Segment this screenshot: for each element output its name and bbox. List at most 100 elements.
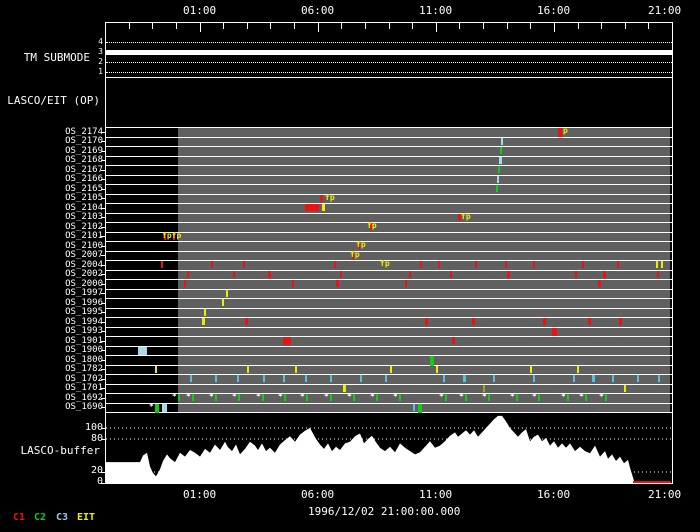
os-mark <box>465 394 467 401</box>
hour-tick <box>129 23 130 29</box>
os-row-label: OS_2101 <box>0 232 103 241</box>
hour-tick <box>341 23 342 29</box>
hour-tick <box>625 23 626 29</box>
os-mark <box>420 261 422 268</box>
os-mark <box>306 394 308 401</box>
hour-tick <box>554 23 555 32</box>
hour-tick <box>247 23 248 29</box>
os-row-label: OS_2105 <box>0 194 103 203</box>
os-mark <box>385 375 387 382</box>
bottom-hour-label: 16:00 <box>537 488 570 501</box>
os-row-line <box>105 156 672 157</box>
os-mark <box>598 280 601 287</box>
os-mark <box>552 328 557 336</box>
os-mark-label: fp <box>350 251 360 259</box>
os-mark <box>425 318 428 325</box>
os-mark <box>343 385 346 392</box>
os-mark <box>438 261 440 268</box>
hour-tick <box>672 23 673 32</box>
os-mark <box>543 318 546 325</box>
os-mark <box>656 261 658 268</box>
os-mark-star: * <box>459 393 464 401</box>
os-mark <box>155 366 157 373</box>
os-row-line <box>105 241 672 242</box>
os-mark <box>322 204 325 211</box>
os-mark <box>657 271 659 278</box>
os-mark <box>192 394 194 401</box>
hour-tick <box>436 23 437 32</box>
os-mark <box>530 366 532 373</box>
os-mark <box>184 280 186 287</box>
buffer-tick <box>101 428 105 429</box>
os-row-line <box>105 222 672 223</box>
os-mark-label: * <box>149 403 154 411</box>
os-mark <box>588 318 591 325</box>
top-hour-label: 01:00 <box>183 4 216 17</box>
os-mark <box>268 271 271 278</box>
os-mark <box>538 394 540 401</box>
os-row-line <box>105 289 672 290</box>
os-mark-star: * <box>482 393 487 401</box>
hour-tick <box>530 23 531 29</box>
os-mark-star: * <box>232 393 237 401</box>
os-mark <box>204 309 206 316</box>
os-row-line <box>105 184 672 185</box>
os-mark <box>475 261 477 268</box>
os-row-label: OS_1995 <box>0 308 103 317</box>
os-row-line <box>105 279 672 280</box>
os-row-line <box>105 384 672 385</box>
os-mark <box>202 318 205 325</box>
os-mark <box>413 404 415 411</box>
buffer-tick <box>101 472 105 473</box>
os-row-line <box>105 365 672 366</box>
os-mark <box>498 166 500 173</box>
os-mark-star: * <box>532 393 537 401</box>
hour-tick <box>459 23 460 29</box>
os-mark <box>436 366 438 373</box>
buffer-tick-label: 80 <box>0 434 103 444</box>
os-mark-star: * <box>599 393 604 401</box>
os-mark <box>226 290 228 297</box>
os-mark <box>360 375 362 382</box>
buffer-tick <box>101 483 105 484</box>
os-mark-star: * <box>579 393 584 401</box>
hour-tick <box>601 23 602 29</box>
os-row-line <box>105 194 672 195</box>
os-mark-label: fp <box>325 194 335 202</box>
os-mark <box>496 185 498 192</box>
hour-tick <box>318 23 319 32</box>
os-mark <box>409 271 411 278</box>
os-mark <box>305 375 307 382</box>
os-mark <box>472 318 475 325</box>
os-mark <box>501 138 503 145</box>
buffer-tick <box>101 439 105 440</box>
legend-item-c2: C2 <box>34 512 46 523</box>
hour-tick <box>578 23 579 29</box>
os-mark-star: * <box>510 393 515 401</box>
os-row-line <box>105 270 672 271</box>
submode-tick-label: 1 <box>0 68 103 76</box>
hour-tick <box>389 23 390 29</box>
top-hour-label: 21:00 <box>648 4 681 17</box>
hour-tick <box>152 23 153 29</box>
os-mark <box>430 356 434 366</box>
os-mark <box>418 404 422 413</box>
os-row-line <box>105 308 672 309</box>
submode-tick-label: 3 <box>0 48 103 56</box>
os-mark <box>463 375 466 382</box>
os-mark <box>292 280 294 287</box>
os-mark <box>390 366 392 373</box>
os-row-line <box>105 346 672 347</box>
hour-tick <box>176 23 177 29</box>
os-mark <box>573 375 575 382</box>
os-row-label: OS_2168 <box>0 156 103 165</box>
os-mark-star: * <box>393 393 398 401</box>
os-row-label: OS_2002 <box>0 270 103 279</box>
os-row-label: OS_2103 <box>0 213 103 222</box>
os-row-line <box>105 127 672 128</box>
os-mark <box>245 318 248 325</box>
top-hour-label: 06:00 <box>301 4 334 17</box>
os-mark <box>533 375 535 382</box>
os-mark <box>637 375 639 382</box>
os-mark <box>582 261 584 268</box>
